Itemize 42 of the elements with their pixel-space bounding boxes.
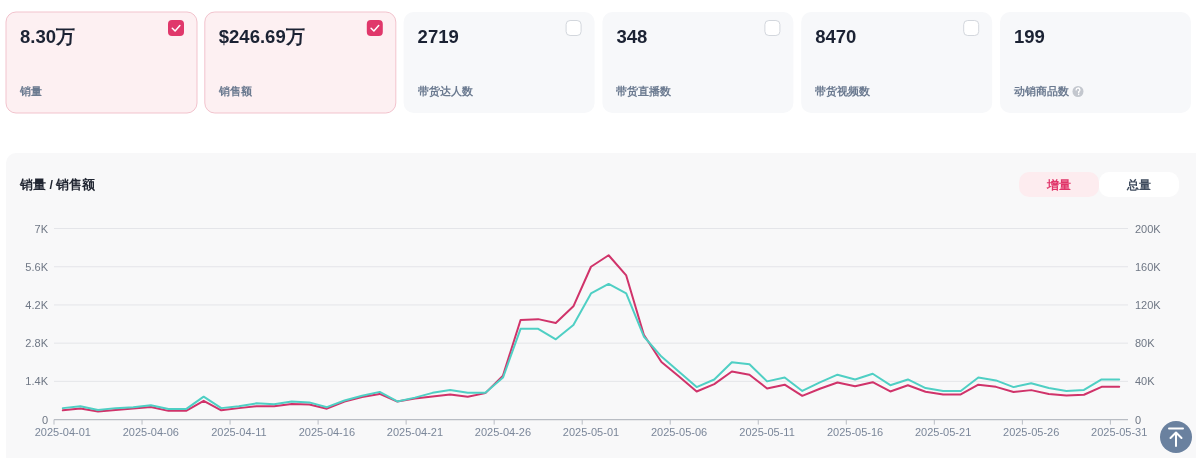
x-tick-label: 2025-04-16: [298, 426, 356, 438]
x-tick-label: 2025-05-11: [739, 426, 795, 438]
text: 199: [1014, 26, 1045, 47]
y2-tick-label: 80K: [1135, 337, 1156, 350]
text: 8470: [815, 26, 857, 47]
text: 总量: [1126, 178, 1151, 192]
category-label: 销量: [19, 85, 42, 97]
x-tick-label: 2025-04-26: [474, 426, 532, 438]
x-tick-label: 2025-05-06: [650, 426, 708, 438]
x-tick-label: 2025-05-21: [914, 426, 972, 438]
category-label: 带货达人数: [417, 85, 474, 98]
x-tick-label: 2025-04-01: [34, 426, 91, 438]
x-tick-label: 2025-04-11: [211, 426, 267, 438]
y-tick-label: 7K: [34, 222, 49, 235]
text: 2719: [417, 26, 459, 47]
y2-tick-label: 200K: [1135, 222, 1162, 235]
y-tick-label: 2.8K: [25, 337, 49, 350]
y-tick-label: 1.4K: [25, 375, 49, 388]
category-label: 动销商品数: [1013, 85, 1070, 97]
line-series: [61, 282, 1121, 412]
y2-tick-label: 120K: [1135, 298, 1162, 311]
y2-tick-label: 160K: [1135, 260, 1162, 273]
y-tick-label: 5.6K: [25, 260, 49, 273]
chart-title: 销量 / 销售额: [19, 177, 97, 192]
text: $246.69万: [218, 26, 305, 47]
x-tick-label: 2025-05-16: [826, 426, 884, 438]
x-tick-label: 2025-05-31: [1091, 426, 1148, 438]
x-tick-label: 2025-05-26: [1003, 426, 1060, 438]
category-label: 销售额: [217, 85, 253, 97]
category-label: 带货直播数: [616, 85, 673, 98]
y2-tick-label: 0: [1135, 413, 1142, 426]
text: 348: [616, 26, 648, 47]
category-label: 带货视频数: [815, 85, 872, 98]
x-tick-label: 2025-04-21: [386, 426, 444, 438]
text: 增量: [1046, 178, 1071, 192]
x-tick-label: 2025-05-01: [562, 426, 620, 438]
text: 8.30万: [20, 26, 76, 47]
y-tick-label: 0: [41, 413, 48, 426]
y2-tick-label: 40K: [1135, 375, 1156, 388]
x-tick-label: 2025-04-06: [122, 426, 179, 438]
y-tick-label: 4.2K: [25, 298, 49, 311]
line-series: [61, 254, 1121, 413]
